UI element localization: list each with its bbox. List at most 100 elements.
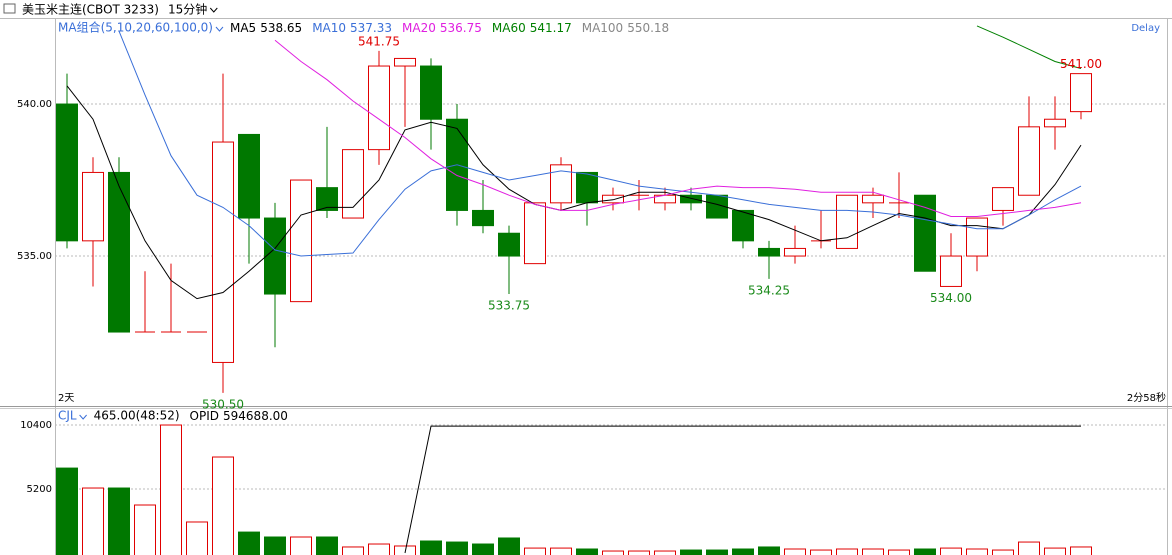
extreme-label: 533.75 (488, 299, 530, 313)
legend-entry: MA100 550.18 (582, 21, 669, 35)
volume-bar (394, 545, 416, 555)
indicator-selector[interactable]: MA组合(5,10,20,60,100,0) (58, 20, 213, 35)
candle-body (342, 149, 364, 219)
legend-name: MA5 (230, 21, 256, 35)
candle-body (550, 164, 572, 204)
volume-bar (1018, 541, 1040, 555)
legend-value: 538.65 (260, 21, 302, 35)
candle-body (108, 171, 130, 333)
volume-bar (238, 531, 260, 555)
countdown: 2分58秒 (1127, 391, 1166, 404)
volume-bar (784, 548, 806, 555)
y-tick-label: 540.00 (17, 99, 52, 110)
candle-body (940, 255, 962, 287)
candle-body (732, 209, 754, 242)
volume-bar (108, 487, 130, 555)
volume-bar (914, 548, 936, 555)
legend-value: 537.33 (350, 21, 392, 35)
extreme-label: 530.50 (202, 397, 244, 411)
volume-reading: 465.00(48:52) (94, 409, 180, 423)
extreme-label: 534.00 (930, 291, 972, 305)
volume-bar (160, 424, 182, 555)
volume-bar (134, 504, 156, 555)
candle-body (602, 194, 624, 204)
volume-bar (576, 548, 598, 555)
volume-bar (862, 548, 884, 555)
candle-body (264, 217, 286, 295)
volume-bar (82, 487, 104, 555)
period-selector[interactable]: 15分钟 (168, 2, 207, 17)
dropdown-arrow[interactable] (79, 414, 87, 420)
legend-name: MA100 (582, 21, 623, 35)
volume-bar (1044, 547, 1066, 555)
volume-bar (186, 521, 208, 555)
volume-bar (810, 549, 832, 555)
volume-bar (966, 548, 988, 555)
volume-bar (446, 541, 468, 555)
legend-entry: MA20 536.75 (402, 21, 482, 35)
candle-body (1018, 126, 1040, 196)
delay-label: Delay (1131, 23, 1160, 34)
volume-bar (732, 548, 754, 555)
indicator-selector[interactable]: CJL (58, 409, 77, 423)
menu-icon[interactable] (3, 3, 16, 14)
candle-body (862, 194, 884, 204)
legend-value: 550.18 (627, 21, 669, 35)
volume-bar (212, 456, 234, 555)
volume-bar (940, 547, 962, 555)
y-tick-label: 5200 (27, 484, 52, 495)
extreme-label: 534.25 (748, 283, 790, 297)
candle-body (368, 65, 390, 151)
volume-bar (836, 548, 858, 555)
volume-bar (602, 550, 624, 555)
volume-bar (472, 543, 494, 555)
volume-bar (706, 549, 728, 555)
volume-plot (55, 424, 1167, 555)
candle-body (394, 57, 416, 67)
extreme-label: 541.75 (358, 34, 400, 48)
y-tick-label: 10400 (20, 420, 52, 431)
candle-body (576, 171, 598, 204)
volume-bar (992, 549, 1014, 555)
legend-entry: MA60 541.17 (492, 21, 572, 35)
dropdown-arrow[interactable] (215, 26, 224, 32)
legend-name: MA10 (312, 21, 346, 35)
volume-bar (654, 550, 676, 555)
legend-entry: OPID 594688.00 (190, 409, 288, 423)
candle-body (1044, 118, 1066, 128)
candle-body (680, 194, 702, 204)
instrument-title: 美玉米主连(CBOT 3233) (22, 2, 159, 17)
legend-name: OPID (190, 409, 219, 423)
candle-body (524, 202, 546, 265)
ma-line (274, 39, 1082, 217)
volume-bar (316, 536, 338, 555)
candle-body (784, 247, 806, 257)
ma-line (66, 85, 1082, 300)
volume-bar (56, 467, 78, 555)
candle-body (56, 103, 78, 242)
legend-value: 594688.00 (223, 409, 288, 423)
volume-bar (264, 536, 286, 555)
dropdown-arrow[interactable] (209, 7, 218, 13)
extreme-label: 541.00 (1060, 57, 1102, 71)
ma-line (976, 25, 1082, 69)
candle-body (238, 133, 260, 219)
legend-entry: MA10 537.33 (312, 21, 392, 35)
candle-body (966, 217, 988, 257)
ma-line (118, 30, 1082, 257)
volume-bar (888, 549, 910, 555)
candle-body (992, 187, 1014, 211)
y-tick-label: 535.00 (17, 251, 52, 262)
volume-bar (680, 549, 702, 555)
volume-bar (498, 537, 520, 555)
candle-body (290, 179, 312, 303)
candle-body (758, 247, 780, 257)
candle-body (420, 65, 442, 120)
volume-bar (1070, 546, 1092, 555)
candle-body (212, 141, 234, 363)
legend-name: MA20 (402, 21, 436, 35)
volume-bar (550, 547, 572, 555)
volume-bar (290, 536, 312, 555)
volume-bar (524, 547, 546, 555)
